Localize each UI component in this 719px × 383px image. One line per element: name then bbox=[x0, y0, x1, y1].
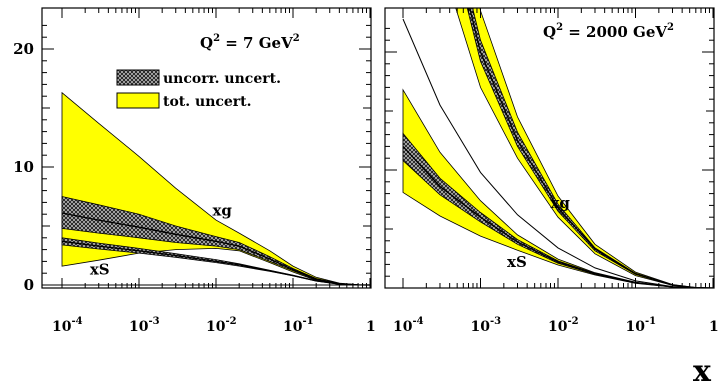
right-axes: 10-4 10-3 10-2 10-1 1 bbox=[385, 8, 719, 335]
left-frame bbox=[41, 7, 372, 289]
legend-swatch-uncorr bbox=[116, 69, 160, 86]
legend-label-uncorr: uncorr. uncert. bbox=[163, 71, 281, 87]
left-x-tick-label: 10-1 bbox=[283, 316, 314, 335]
left-x-tick-label: 10-2 bbox=[206, 316, 237, 335]
left-xs-label: xS bbox=[90, 260, 110, 278]
left-plot-area: xg xS bbox=[42, 91, 371, 286]
left-x-tick-label: 10-3 bbox=[129, 316, 160, 335]
y-tick-label: 20 bbox=[13, 40, 34, 58]
left-scale-label: Q2 = 7 GeV2 bbox=[200, 33, 300, 52]
legend: uncorr. uncert. tot. uncert. bbox=[116, 69, 281, 110]
left-xg-total-band bbox=[61, 91, 371, 286]
right-xg-label: xg bbox=[550, 194, 570, 212]
panel-right: xg xS 10-4 10-3 10-2 10-1 1 Q2 = 2000 GeV2 bbox=[384, 7, 719, 335]
right-scale-label: Q2 = 2000 GeV2 bbox=[543, 22, 674, 41]
right-x-tick-label: 10-4 bbox=[393, 316, 424, 335]
left-x-tick-label: 10-4 bbox=[52, 316, 83, 335]
legend-label-total: tot. uncert. bbox=[163, 94, 252, 110]
legend-swatch-total bbox=[116, 92, 160, 109]
right-extra-central-line bbox=[402, 18, 714, 288]
right-xg-central-line bbox=[469, 8, 714, 288]
y-tick-label: 10 bbox=[13, 158, 34, 176]
left-xg-label: xg bbox=[212, 201, 232, 219]
left-xs-central-line bbox=[61, 240, 371, 286]
x-axis-symbol: x bbox=[693, 354, 712, 383]
right-frame bbox=[384, 7, 715, 289]
right-x-tick-label: 1 bbox=[709, 319, 719, 335]
right-plot-area: xg xS bbox=[385, 8, 714, 288]
right-xg-uncorr-band bbox=[466, 8, 714, 288]
y-tick-label: 0 bbox=[24, 276, 34, 294]
right-x-tick-label: 10-2 bbox=[548, 316, 579, 335]
left-x-tick-label: 1 bbox=[366, 319, 376, 335]
right-x-tick-label: 10-3 bbox=[471, 316, 502, 335]
right-x-tick-label: 10-1 bbox=[626, 316, 657, 335]
right-xs-label: xS bbox=[507, 253, 527, 271]
